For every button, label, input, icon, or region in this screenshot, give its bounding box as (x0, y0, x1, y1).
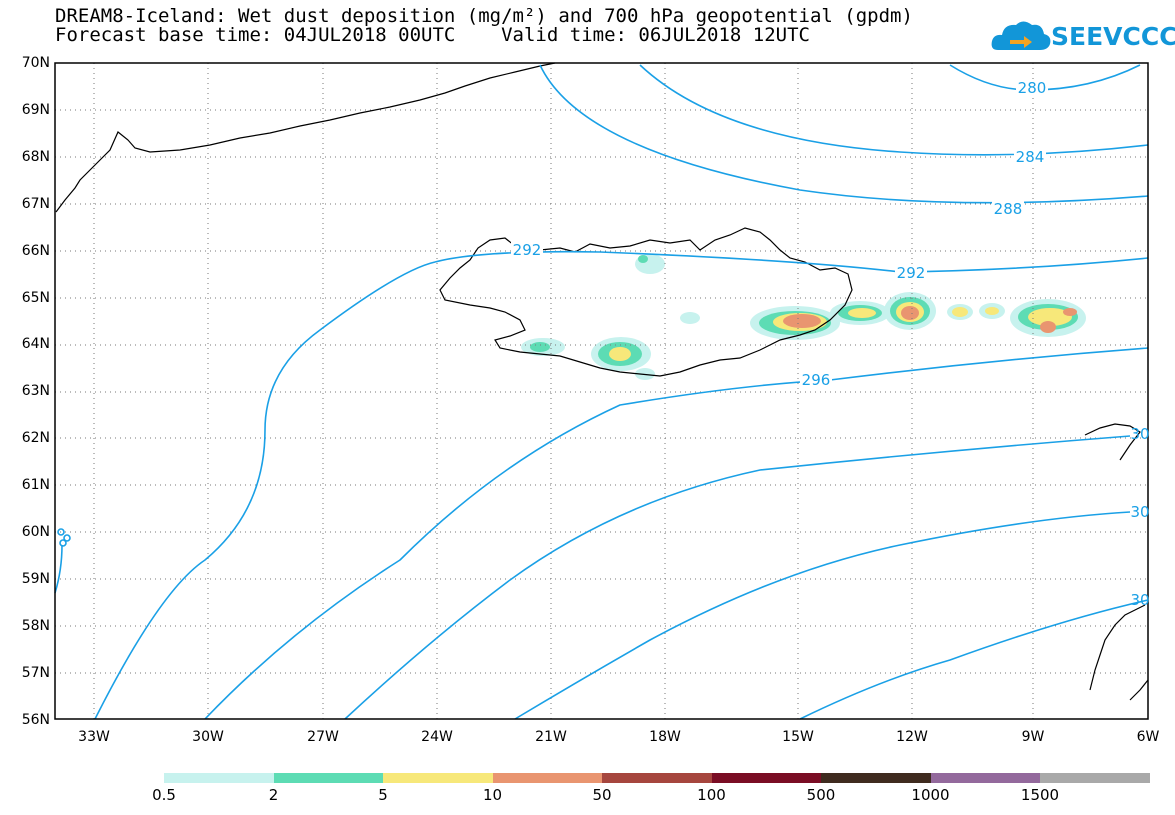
colorbar-label: 50 (592, 786, 612, 804)
lon-label: 21W (535, 729, 567, 745)
colorbar-swatch (164, 773, 274, 783)
map-subtitle: Forecast base time: 04JUL2018 00UTC Vali… (55, 24, 810, 46)
lon-label: 24W (421, 729, 453, 745)
colorbar-swatch (602, 773, 712, 783)
colorbar-swatch (383, 773, 493, 783)
colorbar-swatch (930, 773, 1040, 783)
lat-label: 70N (21, 55, 50, 71)
logo-text: SEEVCCC (1051, 22, 1175, 51)
contour-label: 284 (1014, 148, 1046, 166)
contour-label: 296 (800, 371, 832, 389)
colorbar-swatch (273, 773, 383, 783)
colorbar-label: 1000 (911, 786, 950, 804)
lat-label: 67N (21, 195, 50, 212)
colorbar-label: 2 (268, 786, 279, 804)
colorbar-swatch (492, 773, 602, 783)
lat-label: 63N (21, 383, 50, 400)
contour-label: 30 (1130, 425, 1150, 443)
contour-label: 30 (1130, 591, 1150, 609)
cloud-arrow-icon (991, 21, 1051, 50)
lat-label: 59N (21, 570, 50, 587)
colorbar-label: 0.5 (152, 786, 176, 804)
contour-label: 292 (511, 241, 543, 259)
contour-label: 30 (1130, 503, 1150, 521)
lon-label: 33W (78, 729, 110, 745)
colorbar-swatch (821, 773, 931, 783)
lat-label: 61N (21, 477, 50, 494)
graticule (55, 63, 1148, 719)
colorbar-label: 500 (806, 786, 836, 804)
lon-label: 12W (896, 729, 928, 745)
lat-label: 62N (21, 430, 50, 447)
lat-label: 68N (21, 148, 50, 165)
geopotential-contours (54, 64, 1149, 720)
coastlines (55, 62, 1149, 701)
lat-label: 56N (21, 711, 50, 728)
lat-label: 58N (21, 617, 50, 634)
dust-deposition-layer (521, 254, 1086, 380)
lon-label: 6W (1136, 729, 1160, 745)
lon-label: 30W (192, 729, 224, 745)
colorbar-swatch (711, 773, 821, 783)
lat-label: 69N (21, 101, 50, 118)
lat-label: 66N (21, 242, 50, 259)
colorbar-label: 1500 (1020, 786, 1060, 804)
map-title: DREAM8-Iceland: Wet dust deposition (mg/… (55, 5, 913, 27)
colorbar-label: 10 (482, 786, 503, 804)
plot-frame (54, 62, 1149, 720)
contour-label: 288 (992, 200, 1024, 218)
colorbar-label: 5 (378, 786, 388, 804)
lon-label: 9W (1021, 729, 1045, 745)
colorbar-swatch (1040, 773, 1150, 783)
contour-label: 280 (1016, 79, 1048, 97)
lon-label: 15W (782, 729, 814, 745)
contour-label: 292 (895, 264, 927, 282)
colorbar-label: 100 (697, 786, 726, 804)
lat-label: 57N (21, 664, 50, 681)
lon-label: 27W (307, 729, 339, 745)
lat-label: 64N (21, 336, 50, 353)
lon-label: 18W (649, 729, 681, 745)
lat-label: 60N (21, 524, 50, 540)
lat-label: 65N (21, 289, 50, 306)
